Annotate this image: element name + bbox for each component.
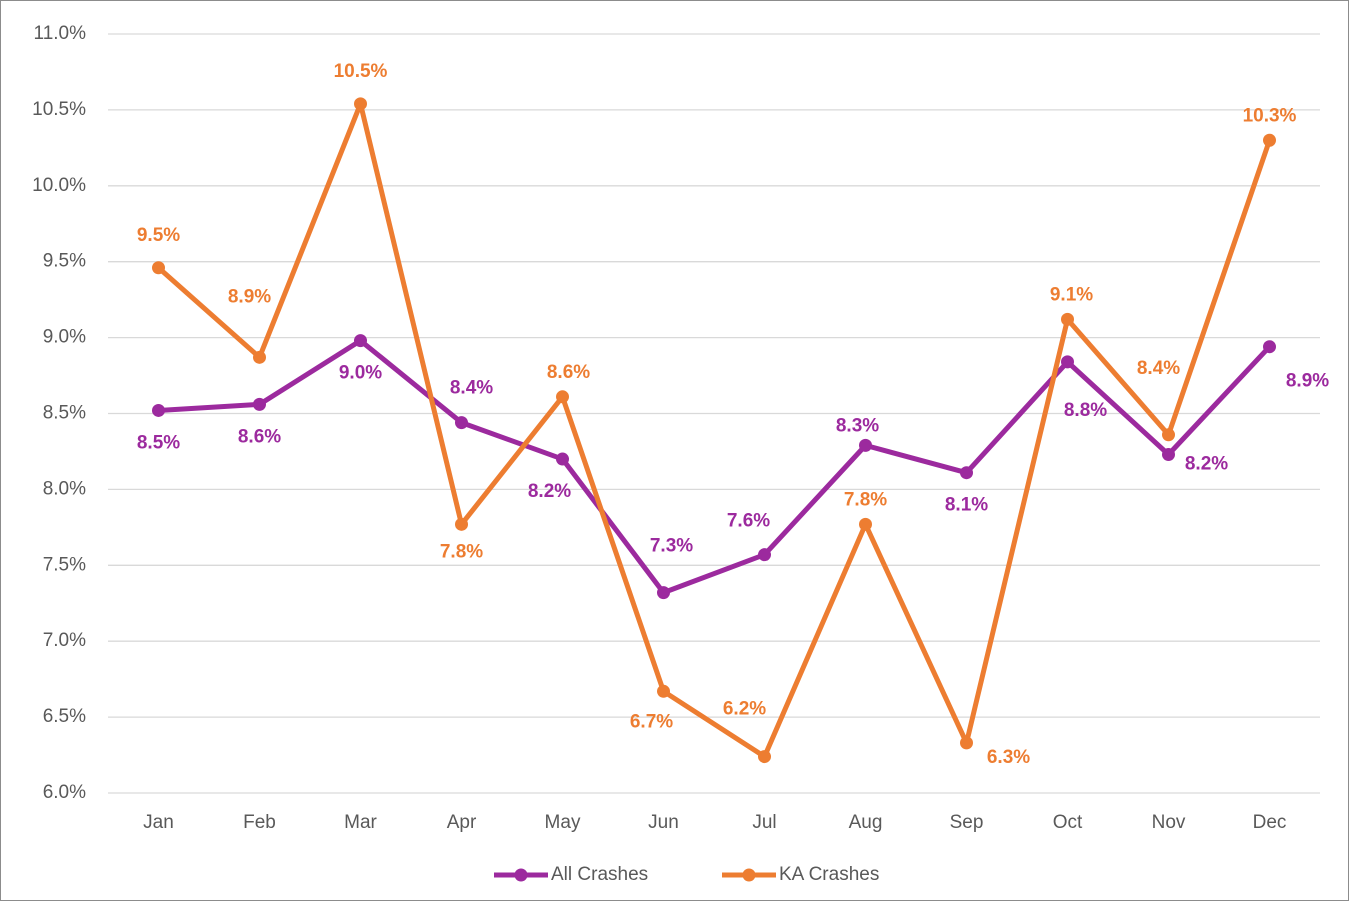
- data-point: [1162, 447, 1175, 461]
- data-point: [354, 334, 367, 348]
- data-label: 8.1%: [945, 495, 988, 516]
- y-tick-label: 6.5%: [43, 706, 86, 727]
- data-label: 7.8%: [440, 541, 483, 562]
- data-point: [455, 416, 468, 430]
- y-tick-label: 10.5%: [32, 99, 86, 120]
- data-point: [859, 438, 872, 452]
- data-point: [657, 586, 670, 600]
- x-tick-label: Apr: [447, 812, 477, 833]
- y-tick-label: 8.5%: [43, 403, 86, 424]
- data-point: [253, 350, 266, 364]
- data-point: [556, 390, 569, 404]
- data-point: [1061, 355, 1074, 369]
- x-tick-label: Nov: [1152, 812, 1186, 833]
- data-label: 8.2%: [528, 481, 571, 502]
- y-tick-label: 11.0%: [34, 23, 87, 44]
- data-label: 8.3%: [836, 415, 879, 436]
- x-tick-label: Mar: [344, 812, 377, 833]
- legend-marker: [514, 868, 528, 882]
- data-point: [657, 684, 670, 698]
- data-label: 8.6%: [238, 426, 281, 447]
- data-point: [758, 750, 771, 764]
- data-label: 8.9%: [228, 286, 271, 307]
- data-point: [960, 466, 973, 480]
- data-label: 10.5%: [334, 61, 388, 82]
- data-label: 6.3%: [987, 747, 1030, 768]
- data-label: 8.4%: [1137, 358, 1180, 379]
- data-label: 9.1%: [1050, 284, 1093, 305]
- data-label: 7.3%: [650, 536, 693, 557]
- legend-label: All Crashes: [551, 864, 648, 885]
- data-point: [152, 403, 165, 417]
- data-point: [556, 452, 569, 466]
- x-tick-label: May: [545, 812, 581, 833]
- data-point: [354, 97, 367, 111]
- data-label: 8.6%: [547, 362, 590, 383]
- data-label: 8.2%: [1185, 454, 1228, 475]
- data-point: [1162, 428, 1175, 442]
- y-tick-label: 8.0%: [43, 478, 86, 499]
- legend-marker: [742, 868, 756, 882]
- data-label: 10.3%: [1243, 105, 1297, 126]
- data-label: 7.6%: [727, 511, 770, 532]
- series-line: [156, 101, 1272, 760]
- x-tick-label: Oct: [1053, 812, 1083, 833]
- data-label: 9.5%: [137, 225, 180, 246]
- x-tick-label: Jan: [143, 812, 174, 833]
- series-line: [158, 338, 1272, 596]
- data-point: [758, 548, 771, 562]
- data-label: 6.2%: [723, 699, 766, 720]
- data-label: 8.4%: [450, 378, 493, 399]
- x-tick-label: Jul: [752, 812, 776, 833]
- data-label: 7.8%: [844, 489, 887, 510]
- x-tick-label: Feb: [243, 812, 276, 833]
- x-tick-label: Dec: [1253, 812, 1287, 833]
- x-tick-label: Aug: [849, 812, 883, 833]
- data-point: [253, 397, 266, 411]
- y-tick-label: 7.0%: [43, 630, 86, 651]
- y-tick-label: 6.0%: [43, 782, 86, 803]
- data-point: [455, 517, 468, 531]
- data-point: [1061, 312, 1074, 326]
- data-label: 9.0%: [339, 363, 382, 384]
- y-tick-label: 9.0%: [43, 327, 86, 348]
- data-point: [152, 261, 165, 275]
- data-label: 8.8%: [1064, 400, 1107, 421]
- y-tick-label: 9.5%: [43, 251, 86, 272]
- data-point: [1263, 133, 1276, 147]
- data-point: [1263, 340, 1276, 354]
- y-tick-label: 7.5%: [43, 554, 86, 575]
- data-label: 8.5%: [137, 432, 180, 453]
- legend-label: KA Crashes: [779, 864, 879, 885]
- x-tick-label: Sep: [950, 812, 984, 833]
- data-label: 8.9%: [1286, 371, 1329, 392]
- data-point: [859, 517, 872, 531]
- data-label: 6.7%: [630, 711, 673, 732]
- x-tick-label: Jun: [648, 812, 679, 833]
- y-tick-label: 10.0%: [32, 175, 86, 196]
- data-point: [960, 736, 973, 750]
